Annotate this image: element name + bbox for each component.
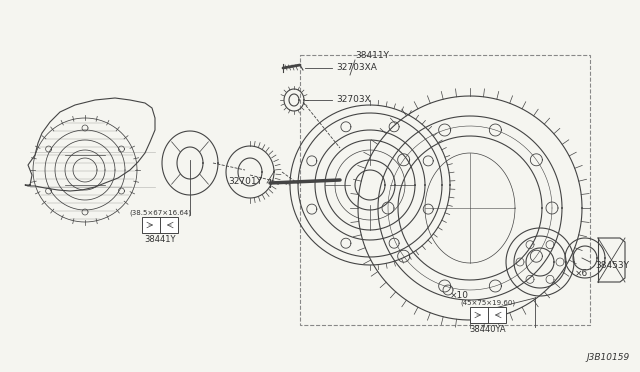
Text: 32703XA: 32703XA bbox=[336, 62, 377, 71]
Bar bbox=[470, 307, 506, 323]
Text: 32703X: 32703X bbox=[336, 94, 371, 103]
Bar bbox=[300, 55, 590, 325]
Text: 38453Y: 38453Y bbox=[595, 260, 629, 269]
Text: 38441Y: 38441Y bbox=[144, 235, 176, 244]
Text: 38440YA: 38440YA bbox=[470, 326, 506, 334]
Text: J3B10159: J3B10159 bbox=[587, 353, 630, 362]
Text: ×10: ×10 bbox=[450, 291, 469, 299]
Text: (45×75×19.60): (45×75×19.60) bbox=[460, 300, 516, 306]
Text: 38411Y: 38411Y bbox=[355, 51, 389, 60]
Text: ×6: ×6 bbox=[575, 269, 588, 278]
Text: (38.5×67×16.64): (38.5×67×16.64) bbox=[129, 210, 191, 216]
Text: 32701Y: 32701Y bbox=[228, 177, 262, 186]
Bar bbox=[142, 217, 178, 233]
